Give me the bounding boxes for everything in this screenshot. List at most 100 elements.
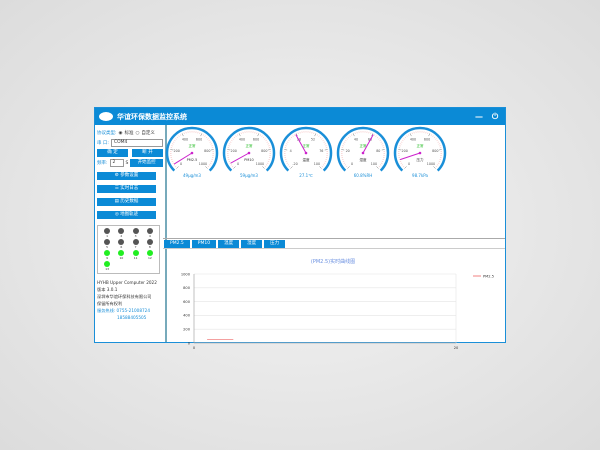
gauge-tick (433, 166, 436, 169)
gauge-tick (210, 160, 213, 162)
gauge-tick-label: 800 (261, 149, 267, 153)
gauge-tick (322, 164, 325, 166)
indicator-label: 6 (120, 245, 123, 249)
gauge-name: 温度 (303, 157, 311, 162)
gauge-tick (208, 164, 211, 166)
gauge-1: 0 200 400 600 800 1000 正常 PM10 59μg/m3 (222, 126, 276, 178)
freq-unit: S (125, 160, 129, 166)
minimize-icon[interactable]: — (475, 112, 483, 121)
tab-0[interactable]: PM2.5 (164, 240, 190, 248)
status-dot (146, 250, 153, 256)
gauge-tick (381, 143, 383, 145)
status-dot (104, 250, 111, 256)
gauge-tick (380, 162, 383, 164)
gauge-tick (199, 132, 201, 135)
gauge-tick-label: 600 (196, 137, 202, 141)
tab-3[interactable]: 湿度 (241, 240, 263, 248)
gauge-tick (323, 141, 326, 143)
gauge-tick (323, 162, 326, 164)
indicator-11: 11 (129, 250, 143, 260)
info-line: 保留所有权利 (97, 301, 123, 306)
map-button[interactable]: ◎ 地图轨迹 (97, 211, 156, 219)
gauge-tick (286, 162, 289, 164)
gauge-tick-label: 400 (239, 137, 245, 141)
power-icon[interactable]: ⏻ (491, 111, 499, 121)
sidebar: 协议类型: ◉ 标准 ○ 自定义 串 口: COM4 确 定断 开 频率: 2 S 开始监控… (95, 125, 167, 342)
y-tick-label: 800 (183, 286, 191, 290)
logo-icon (99, 112, 113, 121)
title-bar: 华谊环保数据监控系统 — ⏻ (95, 108, 505, 125)
gauge-tick (401, 164, 404, 166)
indicator-5: 5 (100, 239, 114, 249)
gauge-tick (264, 138, 266, 140)
tab-4[interactable]: 压力 (264, 240, 286, 248)
gauge-tick (399, 145, 401, 147)
gauge-tick (435, 165, 438, 168)
gauge-tick (428, 133, 431, 137)
gauge-hub (190, 151, 194, 155)
gauge-tick-label: 400 (410, 137, 416, 141)
gauge-hub (247, 151, 251, 155)
gauge-tick (181, 133, 184, 137)
indicator-label: 4 (148, 234, 151, 238)
disconnect-button[interactable]: 断 开 (132, 149, 163, 157)
protocol-label: 协议类型: (97, 131, 117, 136)
gauge-arc (336, 126, 390, 172)
gauge-tick (345, 165, 348, 168)
indicator-label: 2 (120, 234, 123, 238)
hotline-label: 服务热线: (97, 308, 116, 313)
radio-standard[interactable]: ◉ (118, 130, 123, 136)
gauge-needle (295, 134, 307, 154)
gauge-readout: 59μg/m3 (240, 173, 258, 178)
y-tick-label: 400 (183, 314, 191, 318)
history-button[interactable]: ▤ 历史数据 (97, 198, 156, 206)
gauge-tick (176, 136, 179, 139)
gauge-tick (342, 160, 345, 162)
legend-label: PM2.5 (483, 274, 494, 278)
indicator-10: 10 (114, 250, 128, 260)
gauge-hub (418, 151, 422, 155)
start-monitor-button[interactable]: 开始监控 (130, 159, 163, 167)
confirm-button[interactable]: 确 定 (97, 149, 128, 157)
gauge-tick (342, 145, 344, 147)
indicator-9: 9 (100, 250, 114, 260)
status-dot (146, 228, 153, 234)
gauge-tick (295, 133, 298, 137)
gauge-tick (400, 162, 403, 164)
gauge-tick (297, 132, 299, 135)
gauge-tick-label: 4 (290, 149, 292, 153)
gauge-tick (229, 143, 231, 145)
indicator-label: 3 (134, 234, 137, 238)
gauge-tick (211, 145, 213, 147)
gauge-tick (294, 134, 296, 136)
gauge-tick (402, 139, 404, 142)
gauge-tick (172, 141, 175, 143)
params-button[interactable]: ⚙ 参数设置 (97, 172, 156, 180)
gauge-tick (321, 138, 323, 140)
gauge-tick (321, 165, 324, 168)
gauge-tick (436, 164, 439, 166)
indicator-label: 13 (105, 267, 110, 271)
gauge-tick (379, 164, 382, 166)
port-select[interactable]: COM4 (110, 139, 163, 147)
gauge-hub (361, 151, 365, 155)
gauge-tick (380, 141, 383, 143)
tab-2[interactable]: 温度 (218, 240, 240, 248)
gauge-tick (378, 165, 381, 168)
x-tick-label: 20 (454, 346, 459, 349)
freq-stepper[interactable]: 2 (109, 159, 124, 167)
tab-1[interactable]: PM10 (191, 240, 217, 248)
gauge-tick (408, 134, 410, 136)
gauge-tick-label: 0 (408, 162, 410, 166)
gauge-tick (171, 145, 173, 147)
gauge-tick (404, 166, 407, 169)
log-button[interactable]: ☰ 实时日志 (97, 185, 156, 193)
gauge-tick (240, 132, 242, 135)
gauge-needle (230, 152, 250, 164)
radio-custom[interactable]: ○ (135, 130, 140, 136)
gauge-tick-label: 200 (231, 149, 237, 153)
gauge-tick (209, 141, 212, 143)
status-dot (118, 250, 125, 256)
indicator-2: 2 (114, 228, 128, 238)
gauge-tick (200, 133, 203, 137)
